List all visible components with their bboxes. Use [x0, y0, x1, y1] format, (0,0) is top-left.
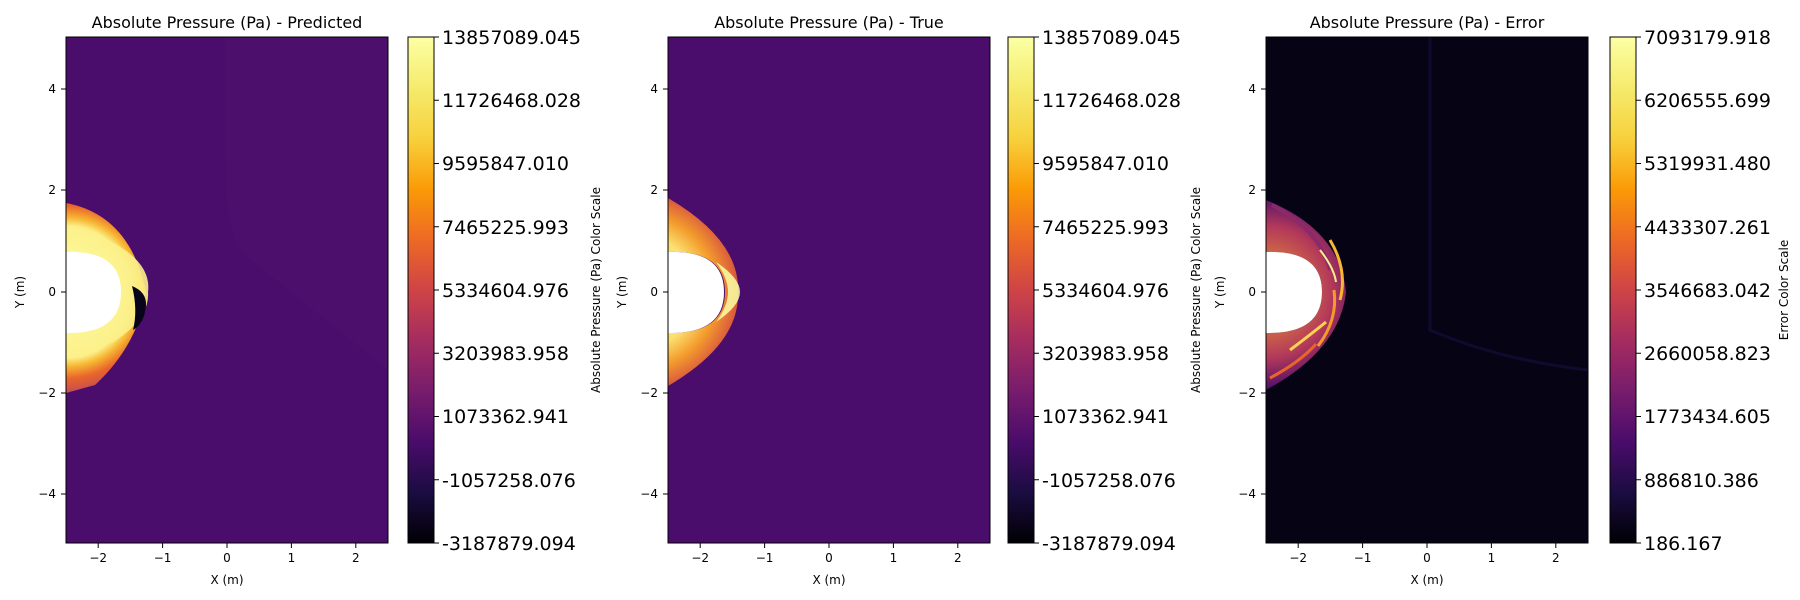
heatmap-predicted-low-pressure [132, 286, 147, 330]
xtick-label: 0 [1423, 551, 1431, 565]
heatmap-predicted [66, 37, 388, 543]
ytick-label: 2 [650, 183, 658, 197]
colorbar-tick-label: -1057258.076 [1042, 470, 1176, 492]
ytick-label: 0 [650, 285, 658, 299]
heatmap-true [668, 37, 990, 543]
colorbar-tick-label: 6206555.699 [1644, 90, 1771, 112]
colorbar-tick-label: -1057258.076 [442, 470, 576, 492]
heatmap-true-bow-shock [668, 198, 739, 386]
xtick-label: −2 [1289, 551, 1307, 565]
ytick-label: 0 [48, 285, 56, 299]
colorbar-error: 7093179.918 6206555.699 5319931.480 4433… [1609, 27, 1791, 555]
colorbar-true: 13857089.045 11726468.028 9595847.010 74… [1007, 27, 1203, 555]
panel-true: Absolute Pressure (Pa) - True −2 −1 0 1 … [615, 13, 1203, 587]
ytick-label: 2 [1248, 183, 1256, 197]
heatmap-error-body [1266, 251, 1322, 334]
colorbar-tick-label: 186.167 [1644, 533, 1723, 555]
colorbar-tick-label: 9595847.010 [442, 153, 569, 175]
colorbar-tick-label: 2660058.823 [1644, 343, 1771, 365]
colorbar-error-label: Error Color Scale [1777, 240, 1791, 341]
xtick-label: 2 [954, 551, 962, 565]
ytick-label: −4 [1238, 487, 1256, 501]
colorbar-tick-label: 7465225.993 [442, 217, 569, 239]
colorbar-true-label: Absolute Pressure (Pa) Color Scale [1189, 187, 1203, 393]
colorbar-tick-label: 3203983.958 [1042, 343, 1169, 365]
panel-predicted-title: Absolute Pressure (Pa) - Predicted [92, 13, 363, 32]
axes-error-yticks: 4 2 0 −2 −4 [1238, 82, 1266, 501]
heatmap-true-body [668, 251, 724, 334]
ytick-label: 2 [48, 183, 56, 197]
colorbar-tick-label: 11726468.028 [1042, 90, 1181, 112]
xtick-label: −1 [154, 551, 172, 565]
axes-predicted-xticks: −2 −1 0 1 2 [89, 543, 360, 565]
colorbar-tick-label: -3187879.094 [1042, 533, 1176, 555]
ytick-label: −2 [640, 386, 658, 400]
colorbar-tick-label: 886810.386 [1644, 470, 1759, 492]
axes-true-ylabel: Y (m) [615, 276, 629, 309]
colorbar-tick-label: 13857089.045 [442, 27, 581, 49]
heatmap-error [1266, 37, 1588, 543]
heatmap-error-streaks [1269, 203, 1344, 380]
xtick-label: −2 [89, 551, 107, 565]
colorbar-tick-label: 1073362.941 [442, 406, 569, 428]
xtick-label: −1 [756, 551, 774, 565]
ytick-label: 4 [650, 82, 658, 96]
panel-error: Absolute Pressure (Pa) - Error [1213, 13, 1791, 587]
heatmap-predicted-body [66, 251, 121, 334]
colorbar-true-gradient [1007, 36, 1035, 544]
colorbar-predicted-gradient [407, 36, 435, 544]
colorbar-tick-label: 5334604.976 [442, 280, 569, 302]
xtick-label: −2 [691, 551, 709, 565]
panel-true-title: Absolute Pressure (Pa) - True [714, 13, 944, 32]
colorbar-tick-label: 7465225.993 [1042, 217, 1169, 239]
colorbar-tick-label: 5319931.480 [1644, 153, 1771, 175]
colorbar-tick-label: 1773434.605 [1644, 406, 1771, 428]
colorbar-tick-label: -3187879.094 [442, 533, 576, 555]
panel-predicted: Absolute Pressure (Pa) - Predicted −2 −1… [13, 13, 603, 587]
colorbar-tick-label: 11726468.028 [442, 90, 581, 112]
ytick-label: 4 [48, 82, 56, 96]
heatmap-error-shock-layer [1266, 200, 1346, 390]
colorbar-tick-label: 3203983.958 [442, 343, 569, 365]
xtick-label: 1 [1488, 551, 1496, 565]
ytick-label: −2 [38, 386, 56, 400]
axes-true-yticks: 4 2 0 −2 −4 [640, 82, 668, 501]
xtick-label: 1 [288, 551, 296, 565]
ytick-label: 4 [1248, 82, 1256, 96]
colorbar-predicted-label: Absolute Pressure (Pa) Color Scale [589, 187, 603, 393]
axes-predicted-yticks: 4 2 0 −2 −4 [38, 82, 66, 501]
colorbar-predicted: 13857089.045 11726468.028 9595847.010 74… [407, 27, 603, 555]
colorbar-error-gradient [1609, 36, 1637, 544]
colorbar-tick-label: 13857089.045 [1042, 27, 1181, 49]
ytick-label: −2 [1238, 386, 1256, 400]
colorbar-tick-label: 1073362.941 [1042, 406, 1169, 428]
xtick-label: 1 [890, 551, 898, 565]
axes-predicted-xlabel: X (m) [210, 573, 243, 587]
colorbar-tick-label: 9595847.010 [1042, 153, 1169, 175]
axes-true-xticks: −2 −1 0 1 2 [691, 543, 962, 565]
xtick-label: 0 [825, 551, 833, 565]
colorbar-tick-label: 3546683.042 [1644, 280, 1771, 302]
colorbar-tick-label: 4433307.261 [1644, 217, 1771, 239]
xtick-label: 2 [1552, 551, 1560, 565]
colorbar-tick-label: 5334604.976 [1042, 280, 1169, 302]
xtick-label: 2 [352, 551, 360, 565]
ytick-label: 0 [1248, 285, 1256, 299]
axes-true-xlabel: X (m) [812, 573, 845, 587]
heatmap-predicted-artifact [225, 37, 388, 370]
colorbar-tick-label: 7093179.918 [1644, 27, 1771, 49]
ytick-label: −4 [640, 487, 658, 501]
xtick-label: 0 [223, 551, 231, 565]
ytick-label: −4 [38, 487, 56, 501]
xtick-label: −1 [1354, 551, 1372, 565]
axes-error-xlabel: X (m) [1410, 573, 1443, 587]
heatmap-true-stagnation [716, 262, 740, 322]
axes-error-xticks: −2 −1 0 1 2 [1289, 543, 1560, 565]
axes-predicted-ylabel: Y (m) [13, 276, 27, 309]
heatmap-error-trace [1428, 37, 1588, 372]
panel-error-title: Absolute Pressure (Pa) - Error [1310, 13, 1545, 32]
axes-error-ylabel: Y (m) [1213, 276, 1227, 309]
